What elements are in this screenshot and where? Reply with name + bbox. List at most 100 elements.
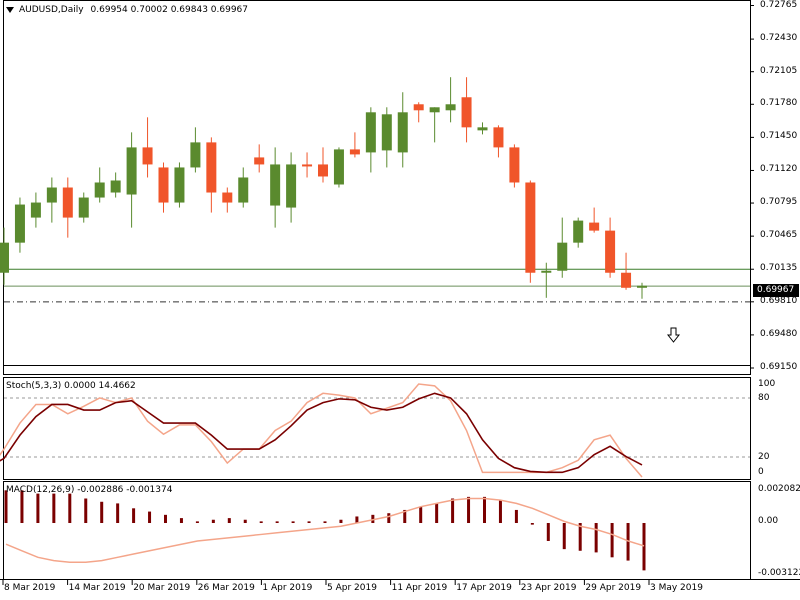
candle-body: [14, 204, 25, 243]
date-axis-label: 8 Mar 2019: [4, 583, 56, 593]
macd-bar: [562, 523, 566, 550]
ohlc-values: 0.69954 0.70002 0.69843 0.69967: [90, 5, 248, 15]
candles-group: [0, 5, 754, 369]
candle-body: [190, 142, 201, 168]
candle-body: [254, 157, 265, 165]
candle-body: [318, 164, 328, 177]
candle-body: [621, 272, 632, 288]
candle-body: [445, 104, 456, 111]
macd-bar: [355, 516, 359, 524]
candle-body: [78, 197, 89, 218]
macd-bar: [642, 523, 646, 571]
date-axis-label: 3 May 2019: [650, 583, 703, 593]
macd-bar: [148, 511, 152, 524]
stoch-level-label: 80: [758, 393, 770, 403]
candle-body: [589, 222, 600, 231]
macd-bar: [36, 493, 40, 524]
candle-body: [525, 182, 536, 273]
candle-body: [94, 182, 105, 198]
macd-bar: [132, 508, 136, 524]
collapse-triangle-icon[interactable]: [6, 7, 14, 13]
stoch-level-label: 100: [758, 379, 776, 389]
macd-bar: [243, 519, 247, 524]
macd-bar: [403, 509, 407, 524]
macd-bar: [211, 519, 215, 524]
price-axis-label: 0.70135: [760, 263, 798, 274]
price-axis-label: 0.72765: [760, 0, 798, 10]
macd-bar: [275, 521, 279, 524]
date-axis-label: 14 Mar 2019: [68, 583, 126, 593]
macd-bar: [4, 490, 8, 524]
candle-body: [0, 242, 9, 273]
macd-bar: [52, 493, 56, 524]
macd-panel-frame: [3, 481, 751, 580]
candle-body: [381, 114, 392, 151]
macd-bar: [483, 496, 486, 524]
candle-body: [46, 187, 57, 203]
macd-level-label: 0.00: [758, 516, 779, 526]
candle-body: [126, 147, 137, 195]
macd-bar: [307, 521, 311, 524]
macd-bar: [259, 521, 263, 524]
price-axis-label: 0.72430: [760, 33, 798, 44]
candle-body: [62, 187, 73, 218]
macd-bar: [419, 506, 423, 524]
macd-bar: [339, 519, 343, 524]
candle-body: [461, 97, 472, 128]
candle-body: [30, 202, 41, 218]
macd-bar: [179, 518, 183, 524]
stoch-group: [0, 383, 643, 478]
candle-body: [270, 164, 281, 206]
candle-body: [429, 107, 440, 113]
macd-title: MACD(12,26,9) -0.002886 -0.001374: [6, 485, 173, 495]
candle-body: [493, 127, 504, 148]
date-ticks: [2, 580, 650, 585]
main-panel-bottom-frame: [3, 365, 751, 375]
stoch-title: Stoch(5,3,3) 0.0000 14.4662: [6, 381, 136, 391]
candle-body: [557, 242, 568, 271]
macd-bar: [451, 498, 455, 524]
symbol-name: AUDUSD,Daily: [19, 5, 84, 15]
down-arrow-icon[interactable]: [666, 327, 681, 343]
macd-bar: [116, 503, 120, 524]
macd-bar: [610, 523, 614, 558]
macd-bar: [291, 521, 295, 524]
candle-body: [222, 192, 233, 203]
candle-body: [637, 285, 647, 288]
date-axis-label: 11 Apr 2019: [391, 583, 448, 593]
date-axis-label: 20 Mar 2019: [133, 583, 191, 593]
stoch-panel-frame: [3, 377, 751, 480]
candle-body: [349, 149, 360, 155]
macd-bar: [514, 509, 518, 524]
stoch-level-label: 0: [758, 467, 764, 477]
price-axis-label: 0.69810: [760, 295, 798, 306]
candle-body: [477, 127, 488, 131]
macd-bar: [164, 514, 167, 524]
macd-bar: [227, 518, 231, 524]
macd-bar: [498, 500, 502, 524]
date-axis-label: 29 Apr 2019: [585, 583, 642, 593]
macd-group: [4, 490, 646, 571]
macd-bar: [435, 503, 439, 524]
candle-body: [413, 104, 424, 111]
price-axis-label: 0.72105: [760, 65, 798, 76]
macd-bar: [323, 521, 327, 524]
price-axis-label: 0.71450: [760, 131, 798, 142]
candle-body: [365, 112, 376, 153]
date-axis-label: 5 Apr 2019: [327, 583, 377, 593]
candle-body: [397, 112, 408, 153]
candle-body: [286, 164, 297, 208]
macd-bar: [68, 493, 72, 524]
candle-body: [174, 167, 185, 203]
macd-bar: [530, 523, 534, 525]
stoch-main-line: [0, 392, 643, 474]
price-axis-label: 0.69150: [760, 362, 798, 372]
macd-bar: [594, 523, 598, 553]
candle-body: [541, 270, 552, 273]
macd-bar: [467, 496, 471, 524]
candle-body: [238, 177, 249, 203]
candle-body: [206, 142, 217, 193]
price-axis-label: 0.71120: [760, 164, 798, 175]
macd-signal-line: [5, 497, 645, 563]
